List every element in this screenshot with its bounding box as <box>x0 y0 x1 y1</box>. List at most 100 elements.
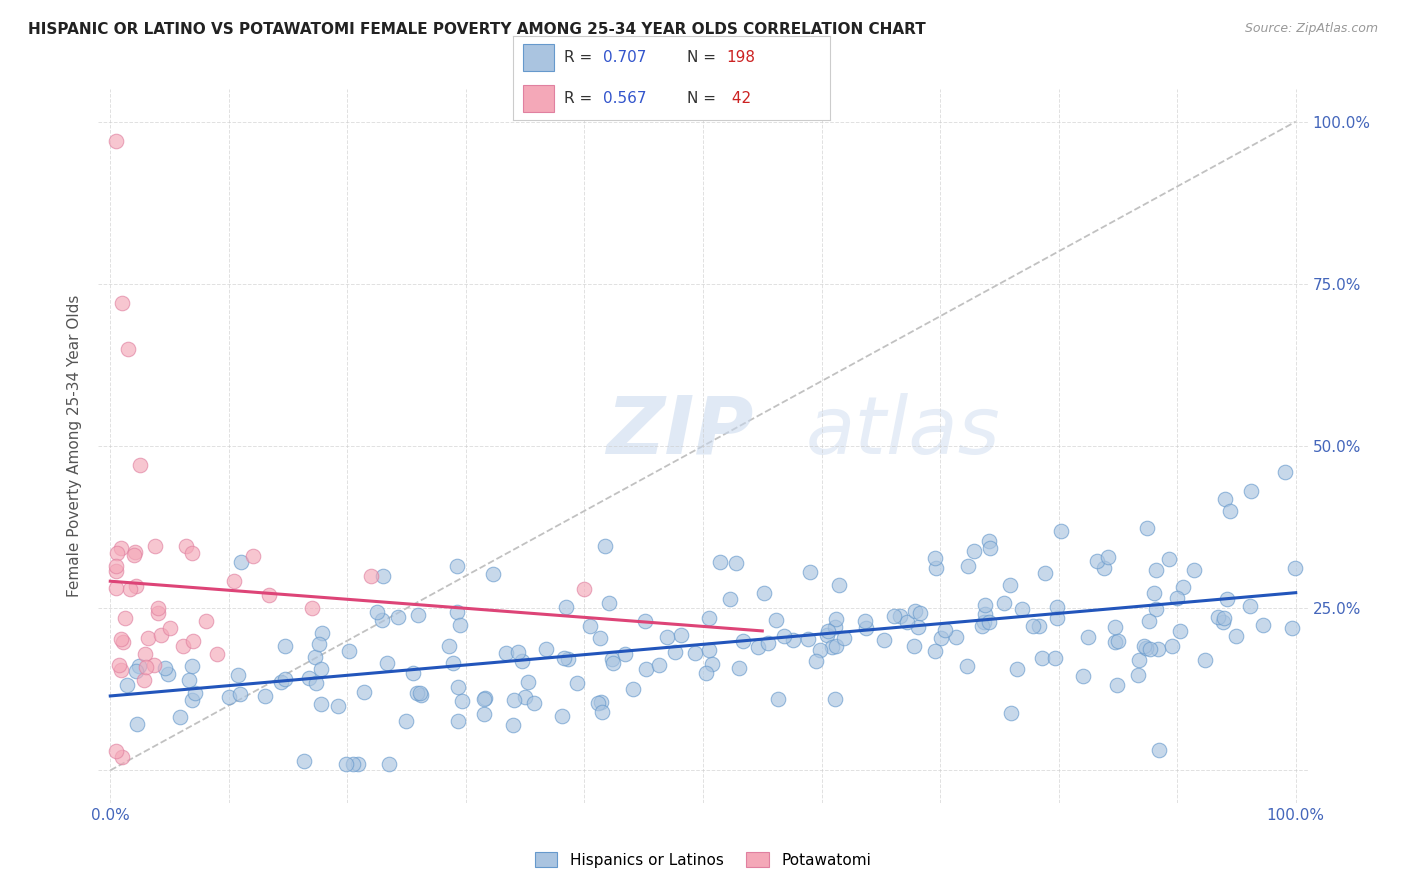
Point <box>129 458 152 473</box>
Point <box>1157 552 1180 566</box>
Point <box>1147 642 1170 657</box>
Point <box>1139 641 1161 656</box>
FancyBboxPatch shape <box>523 85 554 112</box>
Point <box>441 657 464 671</box>
Point <box>1194 653 1216 667</box>
Point <box>371 569 394 583</box>
Y-axis label: Female Poverty Among 25-34 Year Olds: Female Poverty Among 25-34 Year Olds <box>67 295 83 597</box>
Point <box>117 342 139 356</box>
Point <box>718 592 741 607</box>
Point <box>1147 743 1170 757</box>
Point <box>1182 563 1205 577</box>
Text: 0.707: 0.707 <box>603 50 647 65</box>
Point <box>335 756 357 771</box>
Point <box>495 646 517 660</box>
Point <box>934 623 956 637</box>
Point <box>773 629 796 643</box>
Point <box>205 647 228 661</box>
Point <box>621 681 644 696</box>
Point <box>853 614 876 628</box>
Point <box>797 632 820 647</box>
Point <box>1137 614 1160 628</box>
Point <box>1132 640 1154 654</box>
Point <box>437 639 460 653</box>
Point <box>194 614 217 628</box>
Text: Source: ZipAtlas.com: Source: ZipAtlas.com <box>1244 22 1378 36</box>
Point <box>128 658 150 673</box>
Point <box>591 705 613 719</box>
Point <box>409 689 432 703</box>
Text: N =: N = <box>688 50 721 65</box>
Point <box>553 651 575 665</box>
Point <box>132 673 155 687</box>
Point <box>808 642 831 657</box>
Point <box>1085 554 1108 568</box>
Point <box>174 539 197 553</box>
Point <box>181 659 204 673</box>
Point <box>804 655 827 669</box>
Point <box>1022 619 1045 633</box>
Point <box>824 692 846 706</box>
Point <box>589 631 612 645</box>
Point <box>557 651 579 665</box>
Point <box>257 588 280 602</box>
Point <box>510 654 533 668</box>
Point <box>1045 651 1067 665</box>
Point <box>406 686 429 700</box>
Point <box>634 662 657 676</box>
Point <box>1107 678 1129 692</box>
Point <box>274 639 297 653</box>
Point <box>634 614 657 628</box>
Point <box>408 686 430 700</box>
Point <box>974 598 997 612</box>
Point <box>146 606 169 620</box>
Point <box>1028 619 1050 633</box>
Point <box>972 618 994 632</box>
Point <box>124 665 146 679</box>
Point <box>1128 668 1150 682</box>
Point <box>503 692 526 706</box>
Point <box>143 539 166 553</box>
Point <box>222 574 245 589</box>
Point <box>107 657 129 672</box>
Point <box>598 596 620 610</box>
Point <box>115 677 138 691</box>
Point <box>1033 566 1056 580</box>
Point <box>226 667 249 681</box>
Point <box>1161 640 1184 654</box>
Point <box>446 605 468 619</box>
Point <box>724 556 747 570</box>
Point <box>929 631 952 645</box>
Point <box>105 565 128 579</box>
Point <box>555 600 578 615</box>
Point <box>655 630 678 644</box>
Point <box>472 691 495 706</box>
Point <box>305 675 328 690</box>
Point <box>1239 599 1261 614</box>
Point <box>105 559 128 574</box>
Point <box>602 656 624 670</box>
Point <box>515 690 537 705</box>
Point <box>889 608 911 623</box>
Text: 42: 42 <box>727 91 751 106</box>
Point <box>134 647 156 661</box>
Point <box>326 698 349 713</box>
Point <box>669 628 692 642</box>
Point <box>747 640 769 655</box>
Point <box>127 717 149 731</box>
Point <box>1000 578 1022 592</box>
Point <box>122 548 145 562</box>
Point <box>924 644 946 658</box>
Point <box>536 641 558 656</box>
Point <box>993 597 1015 611</box>
Point <box>1216 591 1239 606</box>
Point <box>551 709 574 723</box>
Point <box>124 579 146 593</box>
Point <box>1206 609 1229 624</box>
Point <box>695 666 717 681</box>
Point <box>360 568 382 582</box>
Point <box>765 613 787 627</box>
Point <box>105 581 128 595</box>
Point <box>683 646 706 660</box>
Point <box>402 665 425 680</box>
